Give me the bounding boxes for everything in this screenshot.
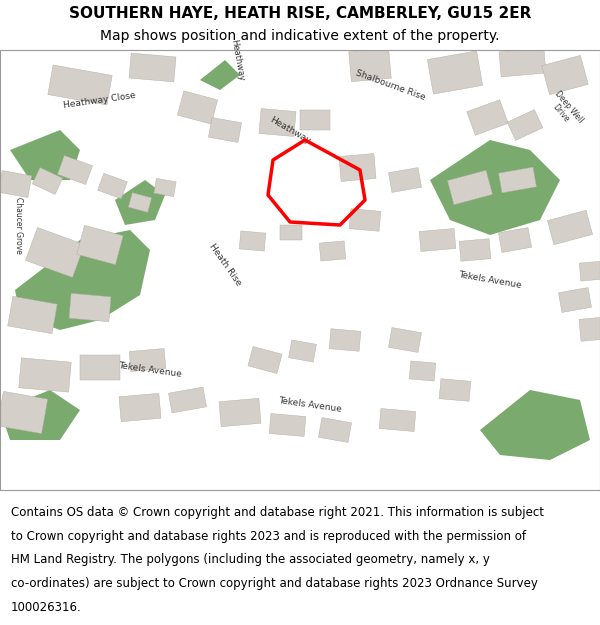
Text: Shalbourne Rise: Shalbourne Rise [354,68,426,102]
Text: Tekels Avenue: Tekels Avenue [278,396,342,414]
Text: Tekels Avenue: Tekels Avenue [458,270,522,290]
Text: Heathway: Heathway [268,115,312,145]
Text: HM Land Registry. The polygons (including the associated geometry, namely x, y: HM Land Registry. The polygons (includin… [11,554,490,566]
Text: Deep Well
Drive: Deep Well Drive [545,89,585,131]
Text: Map shows position and indicative extent of the property.: Map shows position and indicative extent… [100,29,500,43]
Text: Heathway: Heathway [229,38,245,82]
Text: co-ordinates) are subject to Crown copyright and database rights 2023 Ordnance S: co-ordinates) are subject to Crown copyr… [11,577,538,590]
Text: Contains OS data © Crown copyright and database right 2021. This information is : Contains OS data © Crown copyright and d… [11,506,544,519]
Text: Chaucer Grove: Chaucer Grove [13,196,23,254]
Text: SOUTHERN HAYE, HEATH RISE, CAMBERLEY, GU15 2ER: SOUTHERN HAYE, HEATH RISE, CAMBERLEY, GU… [69,6,531,21]
Text: to Crown copyright and database rights 2023 and is reproduced with the permissio: to Crown copyright and database rights 2… [11,530,526,543]
Text: 100026316.: 100026316. [11,601,82,614]
Text: Tekels Avenue: Tekels Avenue [118,361,182,379]
Text: Heathway Close: Heathway Close [63,91,137,109]
Text: Heath Rise: Heath Rise [207,242,243,288]
